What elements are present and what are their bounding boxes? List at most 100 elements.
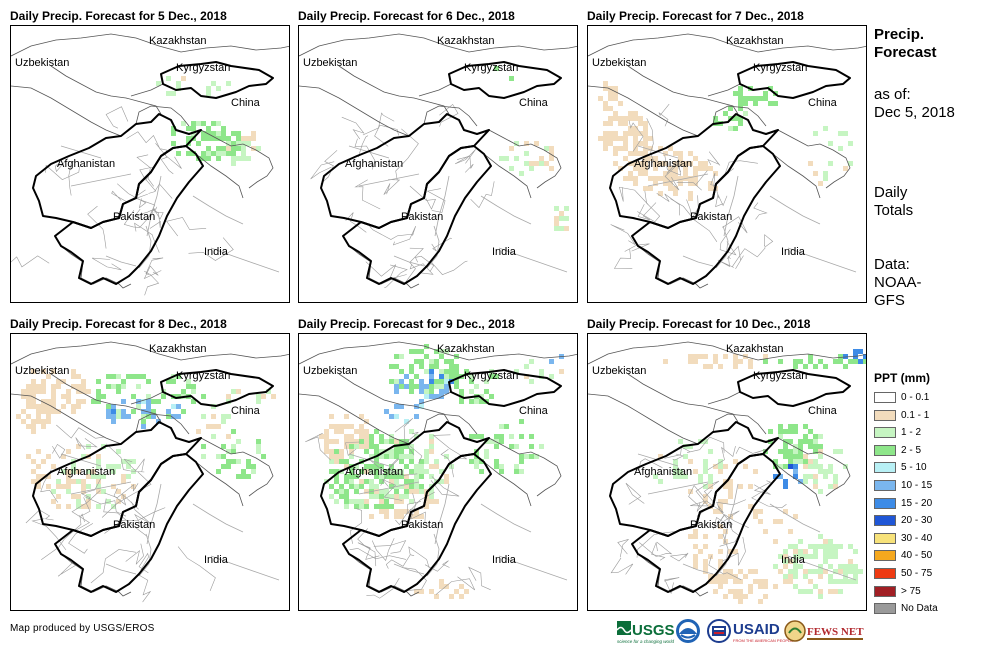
footer-credit: Map produced by USGS/EROS (10, 623, 155, 634)
map-label-pakistan: Pakistan (113, 519, 155, 531)
legend-swatch (874, 603, 896, 615)
map-label-china: China (808, 97, 838, 109)
rivers (637, 145, 857, 273)
region-outlines (320, 369, 562, 593)
map-panel-6: Kazakhstan Uzbekistan Kyrgyzstan China Afgha… (587, 333, 867, 611)
map-label-afghanistan: Afghanistan (634, 158, 692, 170)
legend-swatch (874, 568, 896, 579)
legend-label: 30 - 40 (901, 532, 933, 544)
panel-title-4: Daily Precip. Forecast for 8 Dec., 2018 (10, 317, 227, 331)
map-label-uzbekistan: Uzbekistan (592, 57, 646, 69)
map-label-india: India (204, 554, 229, 566)
side-asof-date: Dec 5, 2018 (874, 104, 955, 121)
usaid-text: USAID (733, 621, 780, 638)
legend-swatch (874, 462, 896, 474)
legend-swatch (874, 427, 896, 439)
map-label-pakistan: Pakistan (690, 211, 732, 223)
legend-label: 40 - 50 (901, 550, 933, 562)
usaid-tagline: FROM THE AMERICAN PEOPLE (733, 638, 793, 643)
map-label-uzbekistan: Uzbekistan (15, 365, 69, 377)
country-borders (11, 33, 289, 289)
legend-label: 5 - 10 (901, 462, 927, 474)
map-panel-4: Kazakhstan Uzbekistan Kyrgyzstan China Afgha… (10, 333, 290, 611)
side-daily-totals: Daily Totals (874, 184, 913, 220)
side-data-line1: Data: (874, 256, 910, 273)
map-label-kyrgyzstan: Kyrgyzstan (753, 370, 807, 382)
side-data-source: Data: NOAA- GFS (874, 256, 922, 310)
map-label-china: China (231, 405, 261, 417)
legend-item: 5 - 10 (874, 461, 927, 474)
precip-cells (16, 369, 276, 509)
legend-label: 50 - 75 (901, 568, 933, 579)
rivers (637, 453, 857, 581)
region-outlines (609, 369, 851, 593)
map-label-india: India (781, 246, 806, 258)
map-label-pakistan: Pakistan (401, 519, 443, 531)
map-label-kyrgyzstan: Kyrgyzstan (464, 62, 518, 74)
region-outlines (32, 369, 274, 593)
region-outlines (609, 61, 851, 285)
legend-label: No Data (901, 603, 938, 615)
map-label-uzbekistan: Uzbekistan (15, 57, 69, 69)
legend-swatch (874, 392, 896, 403)
map-panel-3: Kazakhstan Uzbekistan Kyrgyzstan China Afgha… (587, 25, 867, 303)
legend-swatch (874, 497, 896, 509)
map-label-kyrgyzstan: Kyrgyzstan (753, 62, 807, 74)
legend-item: No Data (874, 602, 938, 615)
side-daily-line1: Daily (874, 184, 908, 201)
map-label-uzbekistan: Uzbekistan (303, 365, 357, 377)
map-label-china: China (231, 97, 261, 109)
rivers (348, 145, 568, 273)
noaa-logo (676, 619, 700, 643)
map-label-india: India (492, 246, 517, 258)
map-label-afghanistan: Afghanistan (634, 466, 692, 478)
map-label-india: India (492, 554, 517, 566)
legend-swatch (874, 585, 896, 597)
map-label-kazakhstan: Kazakhstan (437, 343, 494, 355)
map-panel-2: Kazakhstan Uzbekistan Kyrgyzstan China Afgha… (298, 25, 578, 303)
map-label-kazakhstan: Kazakhstan (149, 343, 206, 355)
country-borders (299, 33, 577, 289)
usgs-text: USGS (632, 622, 675, 639)
legend-swatch (874, 480, 896, 491)
map-label-india: India (204, 246, 229, 258)
map-label-china: China (519, 405, 549, 417)
usgs-tagline: science for a changing world (617, 639, 675, 644)
map-label-uzbekistan: Uzbekistan (592, 365, 646, 377)
legend-swatch (874, 550, 896, 562)
legend-label: 2 - 5 (901, 444, 922, 456)
usgs-logo: USGS science for a changing world (616, 621, 675, 644)
legend-item: 30 - 40 (874, 532, 932, 545)
map-label-china: China (519, 97, 549, 109)
legend-item: 0.1 - 1 (874, 409, 929, 422)
side-asof-line1: as of: (874, 86, 911, 103)
legend-item: 2 - 5 (874, 444, 921, 457)
map-label-afghanistan: Afghanistan (57, 466, 115, 478)
map-label-kyrgyzstan: Kyrgyzstan (176, 62, 230, 74)
side-data-line3: GFS (874, 292, 905, 309)
legend-title: PPT (mm) (874, 371, 931, 385)
legend-label: 20 - 30 (901, 515, 933, 527)
legend-item: 15 - 20 (874, 497, 932, 510)
legend-item: > 75 (874, 585, 921, 598)
rivers (60, 453, 280, 581)
side-title-line1: Precip. (874, 26, 925, 43)
map-panel-1: Kazakhstan Uzbekistan Kyrgyzstan China Afgha… (10, 25, 290, 303)
legend-swatch (874, 409, 896, 421)
legend-item: 0 - 0.1 (874, 391, 929, 404)
legend-label: 0 - 0.1 (901, 392, 930, 403)
panel-title-1: Daily Precip. Forecast for 5 Dec., 2018 (10, 9, 227, 23)
legend-label: 15 - 20 (901, 497, 933, 509)
legend-label: 0.1 - 1 (901, 409, 930, 421)
map-label-afghanistan: Afghanistan (57, 158, 115, 170)
panel-title-2: Daily Precip. Forecast for 6 Dec., 2018 (298, 9, 515, 23)
map-label-kyrgyzstan: Kyrgyzstan (176, 370, 230, 382)
usaid-logo: USAID FROM THE AMERICAN PEOPLE (707, 619, 793, 643)
legend-item: 20 - 30 (874, 514, 932, 527)
side-title: Precip. Forecast (874, 26, 937, 62)
map-label-kazakhstan: Kazakhstan (149, 35, 206, 47)
map-label-kazakhstan: Kazakhstan (726, 35, 783, 47)
legend-swatch (874, 444, 896, 456)
legend-swatch (874, 532, 896, 544)
map-label-afghanistan: Afghanistan (345, 158, 403, 170)
